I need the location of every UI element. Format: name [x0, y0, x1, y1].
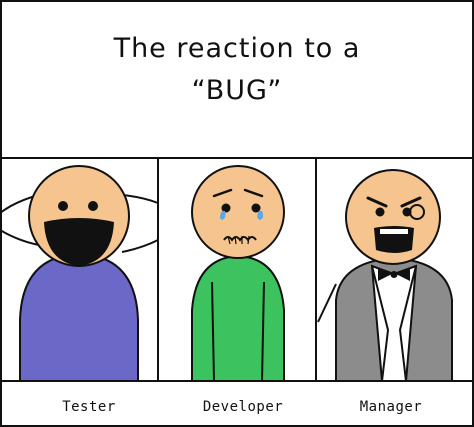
tester-figure [0, 165, 159, 382]
manager-lapel-left [371, 265, 390, 382]
manager-shirt-front [370, 264, 418, 382]
tear-right-icon [257, 211, 264, 220]
manager-eye-left [375, 207, 385, 217]
developer-figure [191, 165, 285, 382]
manager-brow-right [400, 196, 422, 208]
manager-brow-left [366, 196, 388, 208]
tester-shirt [19, 252, 139, 382]
manager-head [345, 169, 441, 265]
developer-arm-right [261, 281, 265, 382]
caption-manager: Manager [359, 399, 423, 415]
bow-tie-knot [390, 271, 398, 278]
developer-arm-left [211, 281, 215, 382]
motion-line-right-2 [121, 239, 159, 253]
manager-arm-line [317, 283, 337, 323]
bow-tie-icon [378, 268, 410, 281]
caption-developer: Developer [202, 399, 284, 415]
comic-title: The reaction to a “BUG” [0, 28, 474, 112]
developer-shirt [191, 254, 285, 382]
developer-eye-right [251, 203, 261, 213]
tester-eye-left [58, 201, 68, 211]
tester-eye-right [88, 201, 98, 211]
title-line-2: “BUG” [191, 75, 283, 106]
wobbly-mouth-icon [223, 236, 257, 242]
developer-head [191, 165, 285, 259]
developer-brow-right [243, 188, 264, 198]
manager-lapel-right [398, 265, 417, 382]
manager-teeth [380, 229, 408, 234]
laughing-mouth-icon [44, 218, 114, 266]
developer-brow-left [212, 188, 233, 198]
wobbly-mouth-lines [227, 235, 250, 245]
developer-eye-left [221, 203, 231, 213]
caption-tester: Tester [62, 399, 116, 415]
title-line-1: The reaction to a [113, 33, 361, 64]
manager-eye-right [402, 207, 412, 217]
monocle-icon [409, 204, 425, 220]
tear-left-icon [220, 211, 226, 220]
manager-figure [317, 169, 453, 382]
